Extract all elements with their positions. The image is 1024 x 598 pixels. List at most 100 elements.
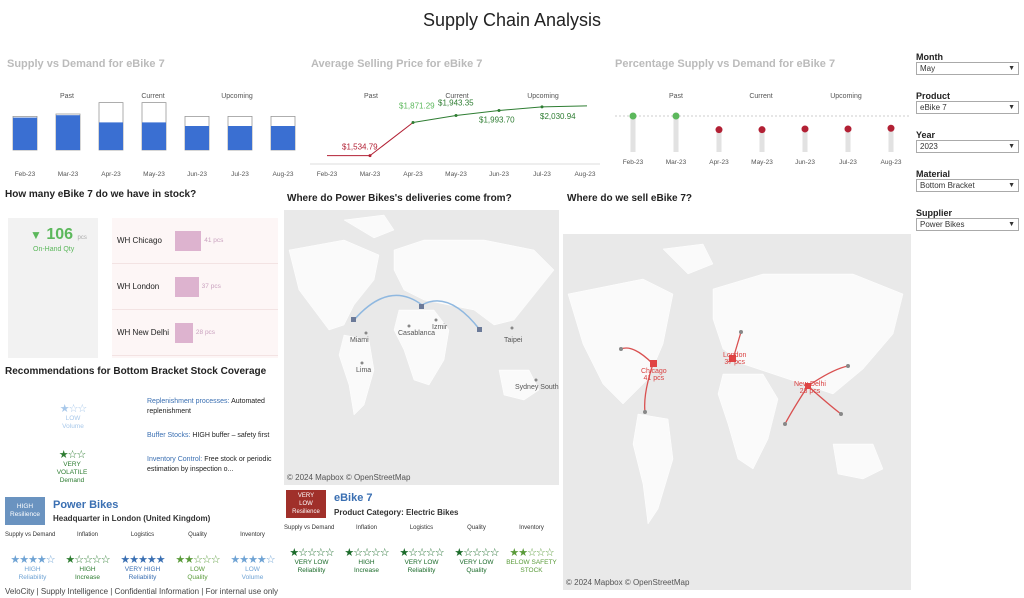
warehouse-row[interactable]: WH Chicago 41 pcs: [112, 218, 278, 264]
warehouse-value: 37 pcs: [201, 283, 221, 290]
recommend-title: Recommendations for Bottom Bracket Stock…: [5, 366, 267, 377]
filter-value: May: [920, 64, 936, 73]
filter-supplier: Supplier Power Bikes ▼: [916, 208, 1019, 231]
rating-line1: HIGH: [358, 559, 375, 566]
rating-stars-icon: ★★☆☆☆: [509, 547, 554, 559]
rating-line1: HIGH: [79, 566, 96, 573]
rating-col: Quality ★★☆☆☆ LOW Quality: [170, 532, 225, 582]
rating-col-head: Quality: [467, 525, 486, 531]
down-arrow-icon: ▼: [30, 228, 42, 242]
chevron-down-icon: ▼: [1008, 143, 1015, 150]
filter-label: Material: [916, 169, 951, 179]
price-chart[interactable]: Past Current Upcoming Feb-23 Mar-23 Apr-23 May…: [305, 88, 605, 183]
rating-col: Logistics ★★★★★ VERY HIGH Reliability: [115, 532, 170, 582]
rating-col-head: Inflation: [76, 532, 98, 538]
supply-demand-chart[interactable]: Past Current Upcoming Feb-23 Mar-23 Apr-23 May…: [5, 88, 300, 183]
deliveries-map[interactable]: Miami Casablanca Izmir Taipei Lima Sydne…: [284, 210, 559, 485]
supplier-hq: Headquarter in London (United Kingdom): [53, 514, 211, 523]
recommend-body: Free stock or periodic estimation by ins…: [147, 456, 272, 473]
rating-line2: Increase: [75, 574, 100, 581]
price-label: $1,993.70: [479, 115, 515, 124]
demand-line1: VERY: [63, 461, 81, 468]
filter-select[interactable]: Power Bikes ▼: [916, 218, 1019, 231]
filter-select[interactable]: eBike 7 ▼: [916, 101, 1019, 114]
rating-line2: Reliability: [18, 574, 47, 581]
product-name: eBike 7: [334, 492, 373, 504]
on-hand-label: On-Hand Qty: [33, 246, 75, 253]
rating-col-head: Logistics: [130, 532, 155, 538]
filter-select[interactable]: Bottom Bracket ▼: [916, 179, 1019, 192]
x-tick-label: Aug-23: [273, 171, 294, 178]
warehouse-bar: [175, 231, 202, 251]
pct-dot: [715, 126, 723, 134]
rating-line2: Increase: [354, 567, 379, 574]
filter-value: Power Bikes: [920, 220, 965, 229]
city-label-lima: Lima: [356, 367, 372, 374]
rating-line1: VERY LOW: [294, 559, 329, 566]
rating-stars-icon: ★☆☆☆☆: [399, 547, 444, 559]
price-point: [540, 105, 544, 109]
filters-panel: Month May ▼ Product eBike 7 ▼ Year 2023 ▼ Materia…: [916, 52, 1019, 247]
rating-line2: Quality: [466, 567, 487, 574]
supply-demand-title: Supply vs Demand for eBike 7: [7, 58, 165, 70]
recommend-body: HIGH buffer – safety first: [192, 432, 270, 439]
pct-stem: [673, 116, 679, 152]
warehouse-bar: [175, 277, 199, 297]
phase-label: Upcoming: [527, 93, 559, 100]
recommend-item: Inventory Control: Free stock or periodi…: [147, 455, 277, 475]
rating-col: Inventory ★★☆☆☆ BELOW SAFETY STOCK: [504, 525, 559, 575]
filter-month: Month May ▼: [916, 52, 1019, 75]
rating-line1: VERY HIGH: [124, 566, 161, 573]
x-tick-label: Jul-23: [839, 159, 857, 166]
rating-col: Supply vs Demand ★★★★☆ HIGH Reliability: [5, 532, 60, 582]
pct-stem: [845, 128, 851, 152]
city-label-izmir: Izmir: [432, 324, 448, 331]
sales-title: Where do we sell eBike 7?: [567, 193, 693, 204]
rating-line1: VERY LOW: [459, 559, 494, 566]
x-tick-label: Apr-23: [709, 159, 729, 166]
pct-chart-title: Percentage Supply vs Demand for eBike 7: [615, 58, 836, 70]
phase-label: Past: [364, 93, 378, 100]
warehouse-bar: [175, 323, 193, 343]
dashboard-title: Supply Chain Analysis: [422, 10, 602, 30]
phase-label: Current: [141, 93, 164, 100]
rating-col-head: Inventory: [519, 525, 544, 531]
pct-dot: [758, 126, 766, 134]
city-label-sydney: Sydney South: [515, 384, 559, 391]
volume-rating: ★☆☆ LOW Volume: [55, 403, 91, 431]
rating-col: Quality ★☆☆☆☆ VERY LOW Quality: [449, 525, 504, 575]
x-tick-label: Feb-23: [317, 171, 338, 178]
rating-stars-icon: ★★★★☆: [10, 554, 55, 566]
rating-line2: Reliability: [128, 574, 157, 581]
price-label: $2,030.94: [540, 112, 576, 121]
demand-rating: ★☆☆ VERY VOLATILE Demand: [52, 449, 92, 485]
filter-select[interactable]: May ▼: [916, 62, 1019, 75]
x-tick-label: Jun-23: [795, 159, 815, 166]
rating-stars-icon: ★☆☆☆☆: [65, 554, 110, 566]
price-point: [411, 121, 415, 125]
filter-year: Year 2023 ▼: [916, 130, 1019, 153]
warehouse-row[interactable]: WH London 37 pcs: [112, 264, 278, 310]
supplier-ratings: Supply vs Demand ★★★★☆ HIGH Reliability Infl…: [5, 532, 280, 587]
deliveries-title: Where do Power Bikes's deliveries come f…: [287, 193, 512, 204]
x-tick-label: Apr-23: [101, 171, 121, 178]
x-tick-label: Jun-23: [187, 171, 207, 178]
pct-chart[interactable]: Past Current Upcoming Feb-23 Mar-23 Apr-23 May…: [610, 88, 910, 183]
x-tick-label: Jun-23: [489, 171, 509, 178]
rating-line2: STOCK: [520, 567, 543, 574]
warehouse-row[interactable]: WH New Delhi 28 pcs: [112, 310, 278, 356]
recommend-items: Replenishment processes: Automated reple…: [147, 397, 277, 489]
price-label: $1,871.29: [399, 102, 435, 111]
footer-text: VeloCity | Supply Intelligence | Confide…: [5, 587, 279, 596]
recommend-item: Replenishment processes: Automated reple…: [147, 397, 277, 417]
price-point: [454, 113, 458, 117]
sales-city-new-delhi: New Delhi 28 pcs: [794, 381, 826, 395]
supply-bar: [142, 122, 166, 150]
rating-line1: HIGH: [24, 566, 41, 573]
chevron-down-icon: ▼: [1008, 182, 1015, 189]
phase-label: Past: [669, 93, 683, 100]
rating-col: Inflation ★☆☆☆☆ HIGH Increase: [60, 532, 115, 582]
filter-select[interactable]: 2023 ▼: [916, 140, 1019, 153]
sales-map[interactable]: Chicago 41 pcs London 37 pcs New Delhi 28 p…: [563, 234, 911, 590]
recommend-head: Replenishment processes:: [147, 398, 230, 405]
